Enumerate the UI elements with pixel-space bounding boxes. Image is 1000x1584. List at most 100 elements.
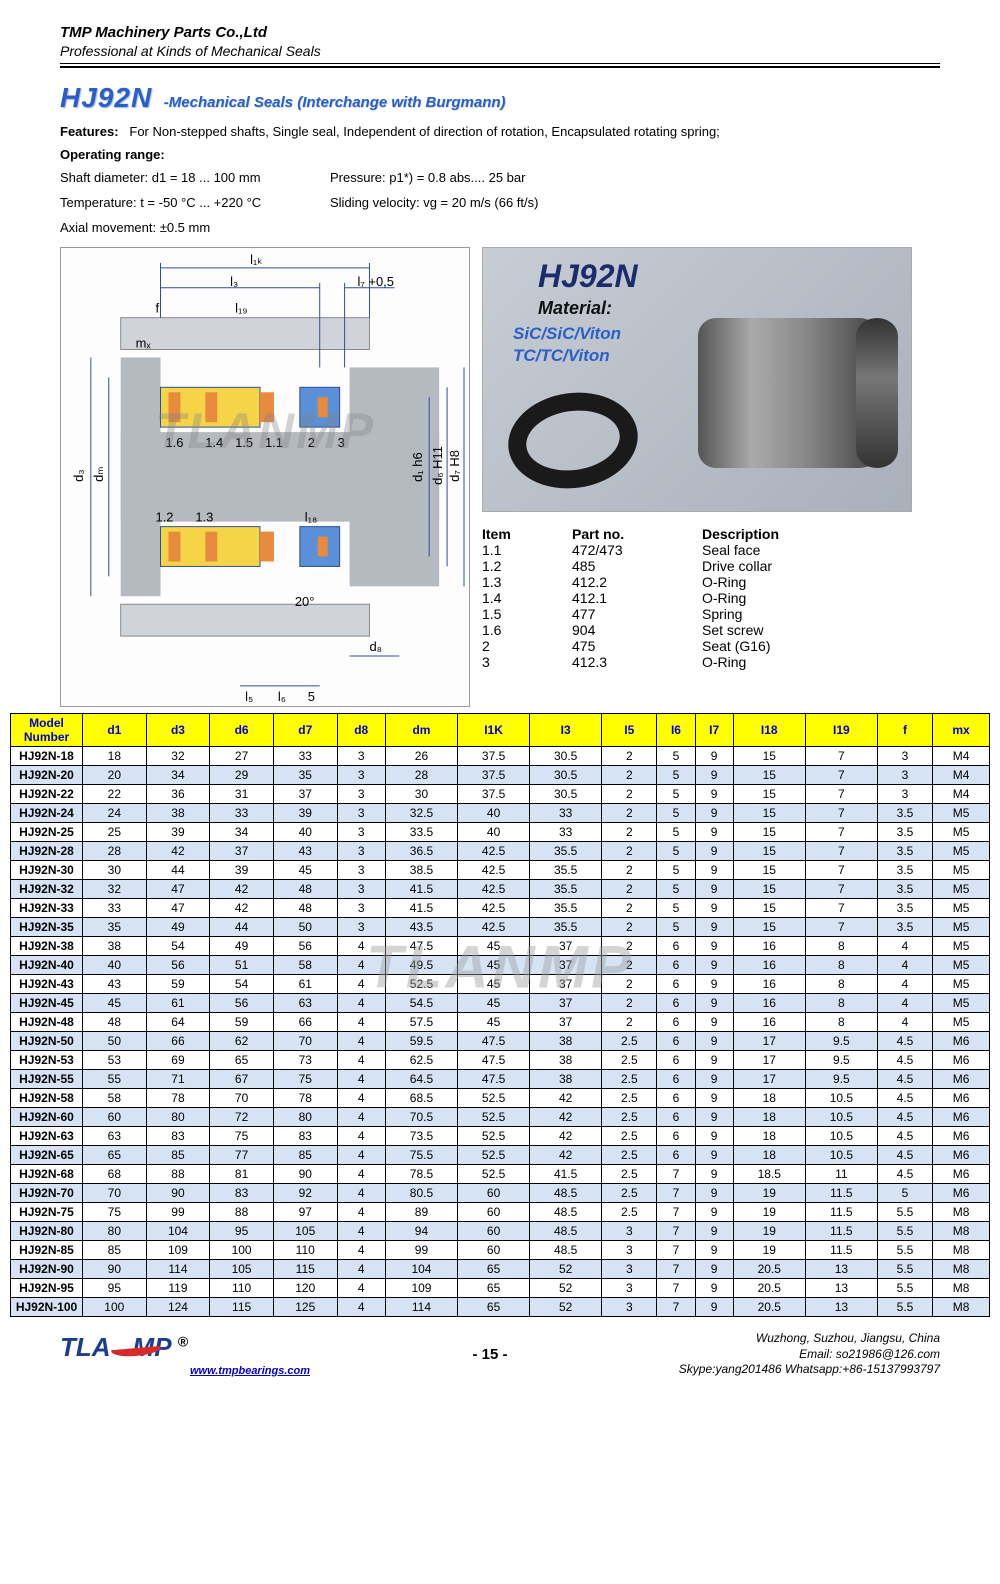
dims-cell: 4 <box>337 1241 385 1260</box>
dims-cell: 42 <box>530 1089 602 1108</box>
dims-cell: 42 <box>210 880 274 899</box>
product-photo: HJ92N Material: SiC/SiC/Viton TC/TC/Vito… <box>482 247 912 512</box>
svg-text:l₇ +0,5: l₇ +0,5 <box>358 274 394 289</box>
dims-cell: M5 <box>933 1013 990 1032</box>
dims-cell: 6 <box>657 1146 695 1165</box>
dims-cell: 38 <box>530 1051 602 1070</box>
dims-cell: 52.5 <box>458 1127 530 1146</box>
parts-cell: Drive collar <box>702 558 862 574</box>
dims-cell: 60 <box>458 1184 530 1203</box>
dims-cell: HJ92N-68 <box>11 1165 83 1184</box>
dims-cell: 42 <box>530 1146 602 1165</box>
parts-header: Item Part no. Description <box>482 526 940 542</box>
dims-cell: 71 <box>146 1070 210 1089</box>
dims-header-cell: ModelNumber <box>11 714 83 747</box>
svg-text:3: 3 <box>338 435 345 450</box>
dims-cell: M5 <box>933 861 990 880</box>
header-rule <box>60 63 940 68</box>
dims-cell: 6 <box>657 975 695 994</box>
dims-cell: 5.5 <box>877 1260 932 1279</box>
dims-cell: 39 <box>273 804 337 823</box>
dims-cell: 9 <box>695 1241 733 1260</box>
dims-cell: 90 <box>273 1165 337 1184</box>
dims-cell: 78.5 <box>385 1165 457 1184</box>
dims-cell: 75.5 <box>385 1146 457 1165</box>
dims-cell: 77 <box>210 1146 274 1165</box>
dims-cell: 28 <box>385 766 457 785</box>
svg-text:mₓ: mₓ <box>136 336 152 351</box>
dims-cell: 3 <box>337 899 385 918</box>
svg-text:1.4: 1.4 <box>205 435 223 450</box>
svg-text:dₘ: dₘ <box>91 467 106 482</box>
dims-header-cell: d8 <box>337 714 385 747</box>
dims-cell: HJ92N-35 <box>11 918 83 937</box>
svg-text:1.5: 1.5 <box>235 435 253 450</box>
dims-cell: 66 <box>146 1032 210 1051</box>
dims-cell: 5 <box>657 804 695 823</box>
dims-cell: 115 <box>273 1260 337 1279</box>
dims-cell: 10.5 <box>805 1146 877 1165</box>
parts-row: 2475Seat (G16) <box>482 638 940 654</box>
dims-cell: 10.5 <box>805 1089 877 1108</box>
dims-row: HJ92N-2424383339332.540332591573.5M5 <box>11 804 990 823</box>
dims-cell: HJ92N-55 <box>11 1070 83 1089</box>
parts-cell: 1.5 <box>482 606 572 622</box>
dims-cell: 47 <box>146 899 210 918</box>
features-text: For Non-stepped shafts, Single seal, Ind… <box>129 124 719 139</box>
dims-cell: M8 <box>933 1203 990 1222</box>
mid-section: l₁ₖ l₃ l₇ +0,5 f l₁₉ mₓ d₃ dₘ d₁ h6 d₆ H… <box>60 247 940 707</box>
dims-cell: 45 <box>458 956 530 975</box>
dims-cell: 47 <box>146 880 210 899</box>
dims-cell: 33 <box>210 804 274 823</box>
dims-cell: 2.5 <box>602 1051 657 1070</box>
dims-cell: 22 <box>83 785 147 804</box>
dims-cell: 5 <box>657 918 695 937</box>
dims-cell: 19 <box>733 1241 805 1260</box>
dims-cell: M6 <box>933 1070 990 1089</box>
footer-url[interactable]: www.tmpbearings.com <box>190 1365 310 1377</box>
dims-cell: 15 <box>733 823 805 842</box>
dims-cell: 4 <box>337 1127 385 1146</box>
dims-cell: 6 <box>657 1108 695 1127</box>
dimensions-table: ModelNumberd1d3d6d7d8dmI1KI3I5I6I7I18I19… <box>10 713 990 1317</box>
dims-cell: 5.5 <box>877 1203 932 1222</box>
dims-cell: 75 <box>210 1127 274 1146</box>
dims-cell: 9 <box>695 1298 733 1317</box>
parts-cell: Seat (G16) <box>702 638 862 654</box>
dims-cell: 42 <box>530 1108 602 1127</box>
dims-cell: 65 <box>458 1260 530 1279</box>
dims-cell: 15 <box>733 918 805 937</box>
dims-row: HJ92N-6565857785475.552.5422.5691810.54.… <box>11 1146 990 1165</box>
dims-cell: M5 <box>933 956 990 975</box>
dims-cell: HJ92N-33 <box>11 899 83 918</box>
dims-cell: 9 <box>695 1184 733 1203</box>
dims-cell: 2.5 <box>602 1089 657 1108</box>
dims-cell: HJ92N-65 <box>11 1146 83 1165</box>
dims-cell: 37 <box>530 1013 602 1032</box>
dims-cell: 45 <box>458 937 530 956</box>
dims-cell: 32.5 <box>385 804 457 823</box>
dims-cell: 64 <box>146 1013 210 1032</box>
dims-cell: HJ92N-43 <box>11 975 83 994</box>
title-row: HJ92N -Mechanical Seals (Interchange wit… <box>60 82 940 114</box>
dims-cell: 70.5 <box>385 1108 457 1127</box>
svg-text:20°: 20° <box>295 594 315 609</box>
dims-cell: 80 <box>83 1222 147 1241</box>
dims-cell: 5 <box>877 1184 932 1203</box>
dims-row: HJ92N-202034293532837.530.52591573M4 <box>11 766 990 785</box>
dims-cell: 34 <box>210 823 274 842</box>
svg-text:1.2: 1.2 <box>156 510 174 525</box>
dims-cell: 4 <box>337 1298 385 1317</box>
dims-cell: 53 <box>83 1051 147 1070</box>
brand-logo: TLAMP ® <box>60 1332 188 1362</box>
svg-text:1.3: 1.3 <box>195 510 213 525</box>
svg-text:1.1: 1.1 <box>265 435 283 450</box>
parts-row: 1.1472/473Seal face <box>482 542 940 558</box>
dims-cell: 38 <box>146 804 210 823</box>
dims-cell: 18 <box>733 1089 805 1108</box>
dims-cell: M6 <box>933 1051 990 1070</box>
dims-cell: HJ92N-70 <box>11 1184 83 1203</box>
dims-cell: 7 <box>657 1222 695 1241</box>
dims-cell: 7 <box>805 747 877 766</box>
dims-cell: 32 <box>146 747 210 766</box>
